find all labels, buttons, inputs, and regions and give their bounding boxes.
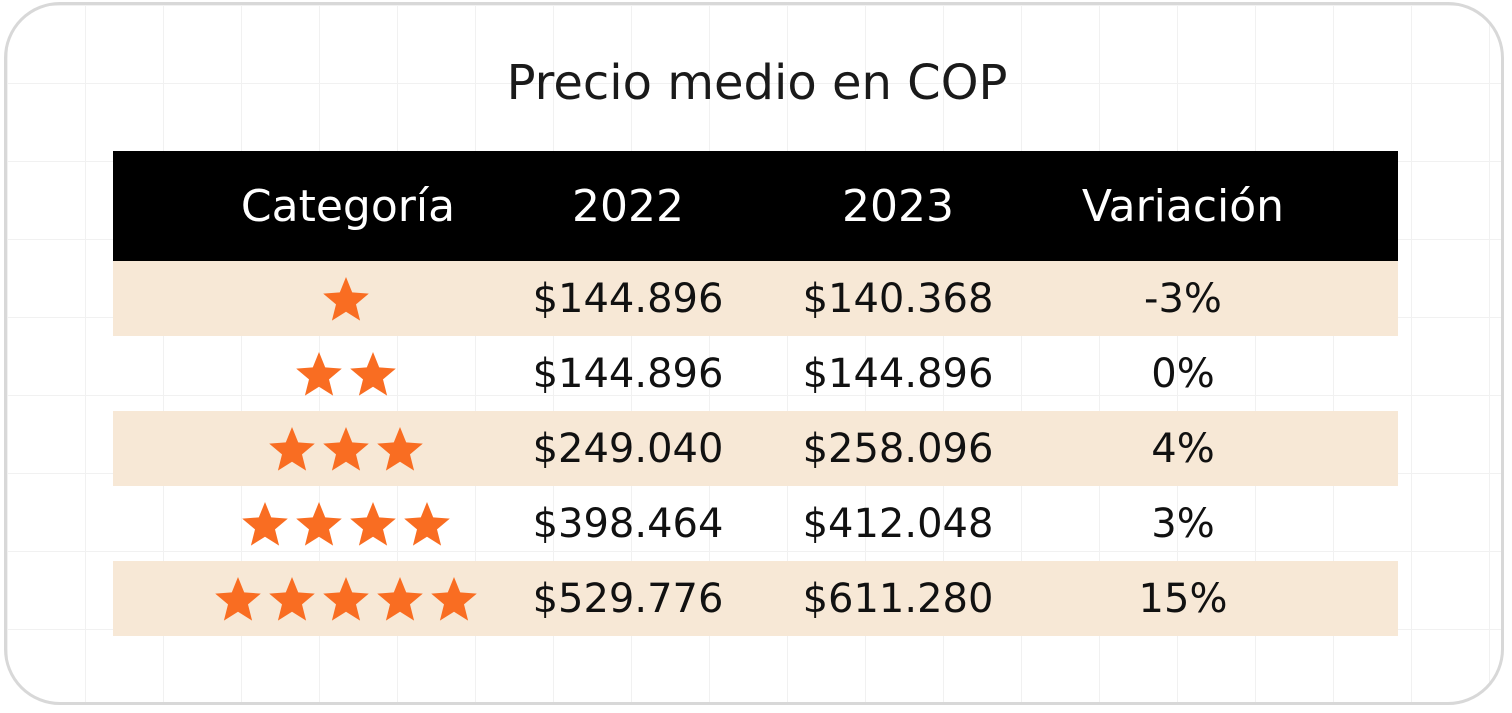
table-row: $529.776 $611.280 15% xyxy=(113,561,1398,636)
category-stars-cell xyxy=(113,486,578,561)
star-icon xyxy=(268,426,315,471)
price-2023-cell: $140.368 xyxy=(802,275,994,322)
category-stars-cell xyxy=(113,261,578,336)
star-icon xyxy=(349,351,396,396)
star-icon xyxy=(322,576,369,621)
price-2023-cell: $144.896 xyxy=(802,350,994,397)
header-variacion: Variación xyxy=(1081,180,1285,232)
header-categoria: Categoría xyxy=(240,180,456,232)
price-2023-cell: $412.048 xyxy=(802,500,994,547)
star-icon xyxy=(430,576,477,621)
star-icon xyxy=(295,351,342,396)
star-icon xyxy=(268,576,315,621)
category-stars-cell xyxy=(113,411,578,486)
star-rating xyxy=(214,576,478,622)
star-rating xyxy=(322,276,370,322)
price-2022-cell: $144.896 xyxy=(532,275,724,322)
price-2023-cell: $258.096 xyxy=(802,425,994,472)
star-rating xyxy=(295,351,397,397)
star-icon xyxy=(322,426,369,471)
table-row: $144.896 $140.368 -3% xyxy=(113,261,1398,336)
table-row: $144.896 $144.896 0% xyxy=(113,336,1398,411)
header-2022: 2022 xyxy=(572,180,684,232)
category-stars-cell xyxy=(113,336,578,411)
star-icon xyxy=(295,501,342,546)
price-table: Categoría 2022 2023 Variación $144.896 $… xyxy=(113,151,1398,636)
category-stars-cell xyxy=(113,561,578,636)
variation-cell: 0% xyxy=(1151,350,1215,397)
star-icon xyxy=(241,501,288,546)
table-row: $249.040 $258.096 4% xyxy=(113,411,1398,486)
table-row: $398.464 $412.048 3% xyxy=(113,486,1398,561)
variation-cell: 4% xyxy=(1151,425,1215,472)
price-2022-cell: $398.464 xyxy=(532,500,724,547)
table-header-row: Categoría 2022 2023 Variación xyxy=(113,151,1398,261)
star-rating xyxy=(268,426,424,472)
star-icon xyxy=(376,576,423,621)
star-rating xyxy=(241,501,451,547)
star-icon xyxy=(349,501,396,546)
variation-cell: 15% xyxy=(1138,575,1228,622)
price-2022-cell: $529.776 xyxy=(532,575,724,622)
variation-cell: -3% xyxy=(1144,275,1222,322)
price-card: Precio medio en COP Categoría 2022 2023 … xyxy=(4,2,1504,705)
chart-title: Precio medio en COP xyxy=(506,55,1008,111)
star-icon xyxy=(214,576,261,621)
price-2022-cell: $144.896 xyxy=(532,350,724,397)
star-icon xyxy=(403,501,450,546)
price-2022-cell: $249.040 xyxy=(532,425,724,472)
star-icon xyxy=(376,426,423,471)
star-icon xyxy=(322,276,369,321)
header-2023: 2023 xyxy=(842,180,954,232)
variation-cell: 3% xyxy=(1151,500,1215,547)
price-2023-cell: $611.280 xyxy=(802,575,994,622)
